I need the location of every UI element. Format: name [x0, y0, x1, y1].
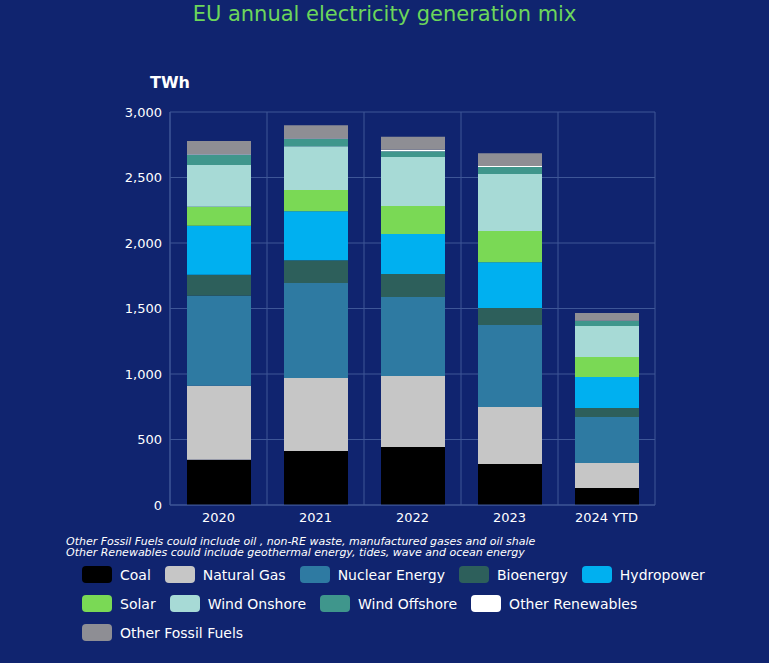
- svg-text:1,000: 1,000: [125, 367, 162, 382]
- html-text:Natural Gas: Natural Gas: [202, 566, 286, 583]
- svg-text:2024 YTD: 2024 YTD: [575, 510, 638, 525]
- html-text:Nuclear Energy: Nuclear Energy: [337, 566, 445, 583]
- html-text:Wind Onshore: Wind Onshore: [207, 595, 306, 612]
- html-text:Wind Offshore: Wind Offshore: [358, 595, 458, 612]
- html-text:Hydropower: Hydropower: [619, 566, 705, 583]
- html-text:EU annual electricity generati: EU annual electricity generation mix: [192, 2, 577, 26]
- svg-text:0: 0: [154, 498, 162, 513]
- svg-text:2022: 2022: [396, 510, 429, 525]
- svg-text:2,500: 2,500: [125, 170, 162, 185]
- html-text:Other Fossil Fuels could inclu: Other Fossil Fuels could include oil , n…: [66, 535, 536, 548]
- html-text:Coal: Coal: [120, 566, 151, 583]
- html-text:Solar: Solar: [120, 595, 156, 612]
- svg-text:1,500: 1,500: [125, 301, 162, 316]
- html-text:Other Renewables could include: Other Renewables could include geotherma…: [66, 546, 525, 559]
- svg-text:2020: 2020: [202, 510, 235, 525]
- svg-text:3,000: 3,000: [125, 105, 162, 120]
- svg-text:500: 500: [137, 432, 162, 447]
- svg-text:2023: 2023: [493, 510, 526, 525]
- html-text:TWh: TWh: [150, 73, 190, 92]
- html-text:Other Renewables: Other Renewables: [509, 595, 638, 612]
- html-text:Bioenergy: Bioenergy: [497, 566, 568, 583]
- svg-text:2,000: 2,000: [125, 236, 162, 251]
- html-text:Other Fossil Fuels: Other Fossil Fuels: [120, 624, 244, 641]
- svg-text:2021: 2021: [299, 510, 332, 525]
